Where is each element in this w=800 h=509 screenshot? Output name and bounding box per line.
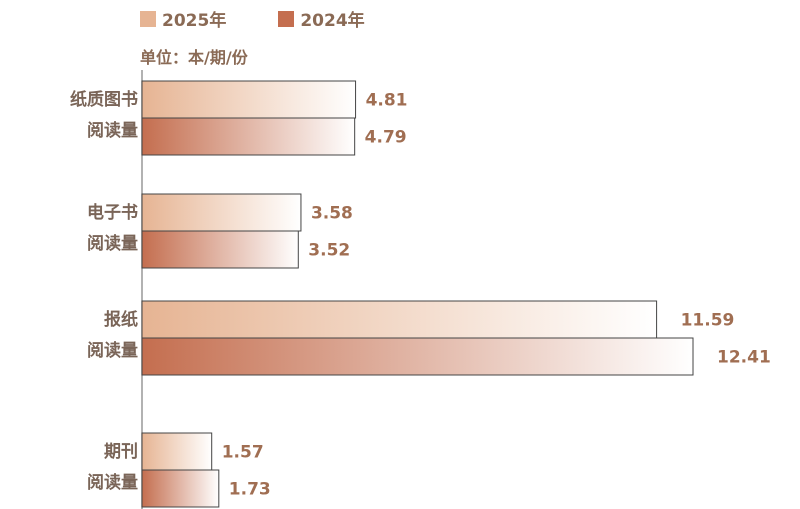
legend-item-2025: 2025年: [140, 6, 226, 31]
value-label-1-0: 3.58: [311, 204, 353, 224]
category-label-3-1: 阅读量: [87, 472, 138, 493]
category-label-0-1: 阅读量: [87, 120, 138, 141]
value-label-3-0: 1.57: [222, 443, 264, 463]
legend-item-2024: 2024年: [278, 6, 365, 31]
value-label-0-0: 4.81: [366, 91, 408, 111]
category-label-1-1: 阅读量: [87, 233, 138, 254]
bar-1-1: [141, 230, 299, 269]
legend-swatch-2025: [140, 10, 156, 27]
bar-3-0: [141, 432, 213, 471]
bar-0-1: [141, 117, 356, 156]
legend-label-2024: 2024年: [300, 11, 365, 31]
category-label-3-0: 期刊: [104, 442, 138, 462]
category-label-2-0: 报纸: [104, 309, 138, 330]
value-label-0-1: 4.79: [365, 128, 407, 148]
legend: 2025年 2024年: [140, 6, 365, 31]
value-label-2-0: 11.59: [681, 311, 735, 331]
value-label-1-1: 3.52: [308, 241, 350, 261]
category-label-0-0: 纸质图书: [70, 89, 138, 110]
legend-label-2025: 2025年: [162, 11, 227, 31]
value-label-3-1: 1.73: [229, 480, 271, 500]
unit-label: 单位：本/期/份: [140, 48, 248, 67]
category-label-1-0: 电子书: [87, 202, 138, 223]
category-label-2-1: 阅读量: [87, 340, 138, 361]
bar-3-1: [141, 469, 220, 508]
legend-swatch-2024: [278, 10, 295, 27]
bar-0-0: [141, 80, 357, 119]
bar-1-0: [141, 193, 302, 232]
bar-2-0: [141, 300, 658, 339]
value-label-2-1: 12.41: [717, 348, 771, 368]
bar-2-1: [141, 337, 694, 376]
